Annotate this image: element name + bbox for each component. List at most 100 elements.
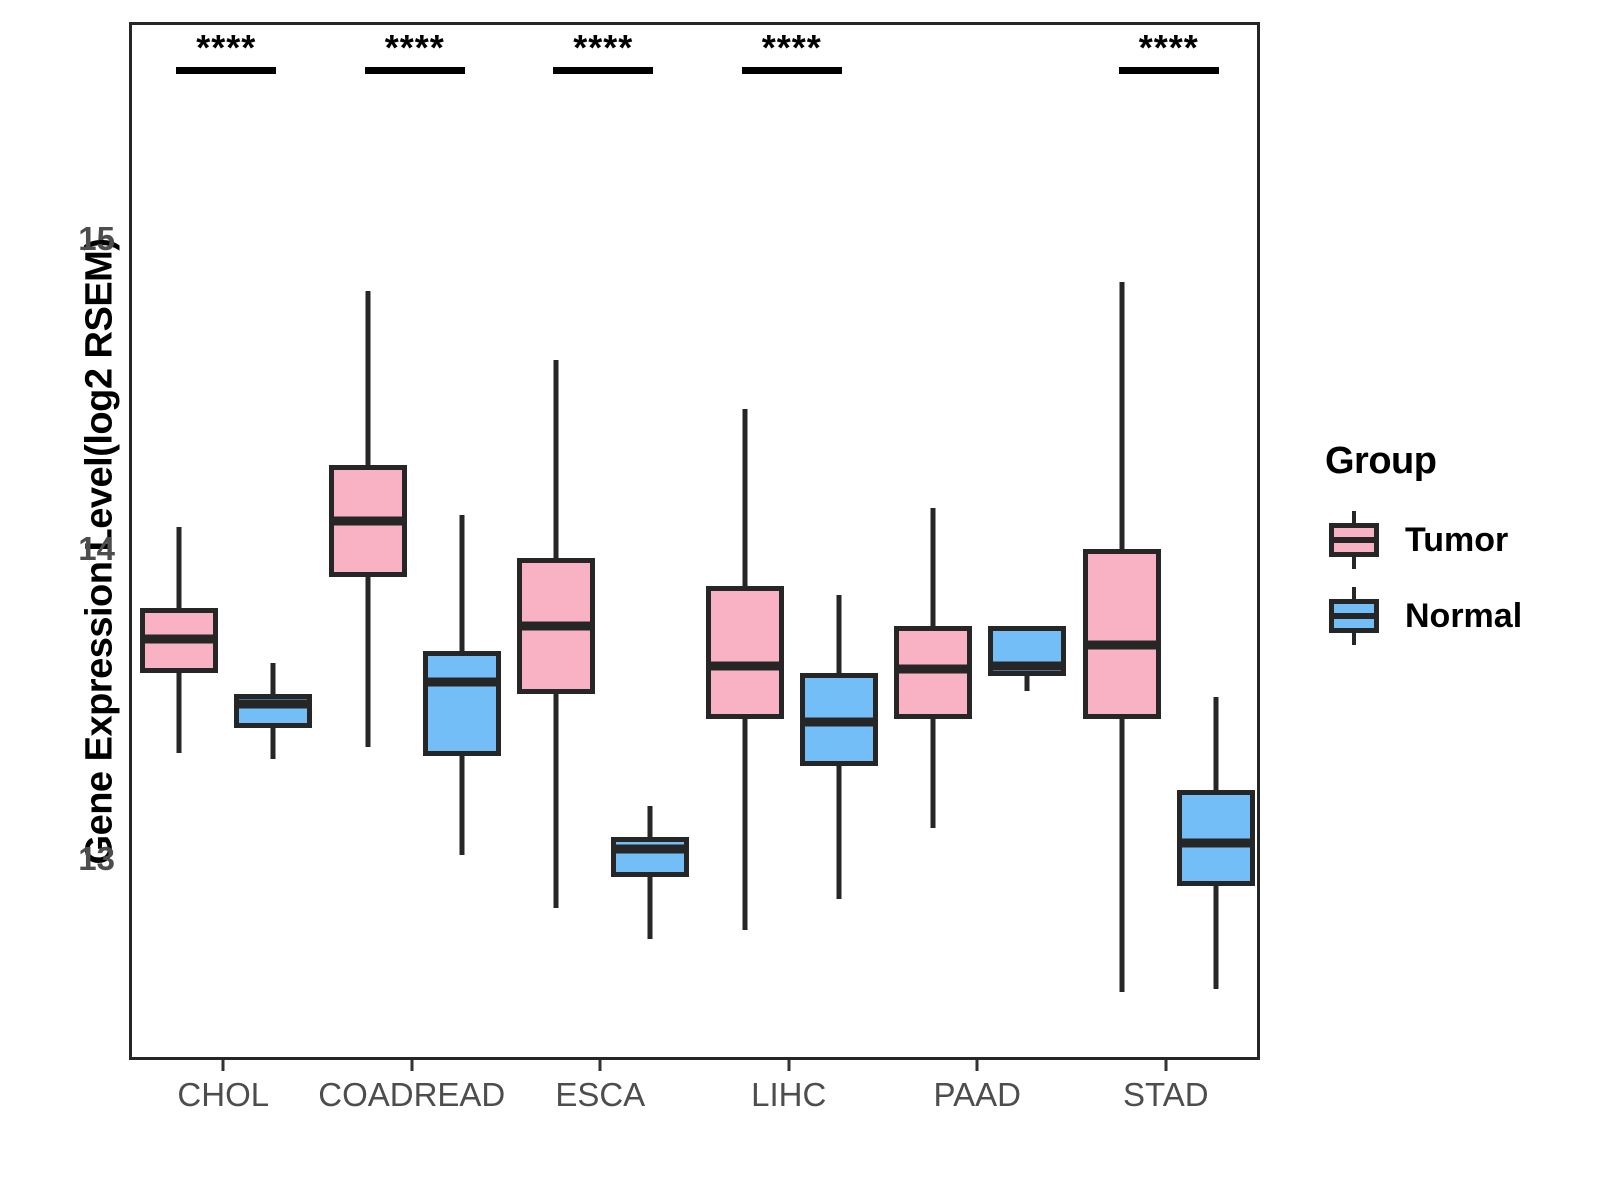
- legend-item-tumor[interactable]: Tumor: [1325, 509, 1585, 571]
- legend-whisker-upper: [1352, 587, 1356, 601]
- median-line: [1176, 838, 1255, 848]
- box-iqr: [1176, 790, 1255, 887]
- y-tick-label-15: 15: [78, 219, 115, 257]
- significance-bar: [364, 66, 465, 74]
- whisker-lower: [270, 728, 276, 760]
- significance-bar: [741, 66, 842, 74]
- whisker-upper: [836, 595, 842, 673]
- legend-key-icon: [1325, 511, 1383, 569]
- legend-label: Normal: [1405, 596, 1523, 635]
- legend-whisker-lower: [1352, 555, 1356, 569]
- whisker-lower: [836, 765, 842, 899]
- whisker-upper: [176, 526, 182, 608]
- legend-entries: Tumor Normal: [1325, 509, 1585, 647]
- x-tick-mark: [221, 1060, 225, 1071]
- significance-bracket-lihc: ****: [741, 26, 842, 74]
- x-tick-mark: [1164, 1060, 1168, 1071]
- whisker-lower: [1024, 675, 1030, 692]
- boxplot-lihc-tumor[interactable]: [132, 25, 1263, 1057]
- box-iqr: [1082, 548, 1161, 720]
- significance-bracket-coadread: ****: [364, 26, 465, 74]
- legend-key-icon: [1325, 587, 1383, 645]
- median-line: [705, 661, 784, 671]
- legend-whisker-lower: [1352, 631, 1356, 645]
- whisker-upper: [930, 508, 936, 627]
- median-line: [517, 621, 596, 631]
- x-tick-label-stad: STAD: [1122, 1076, 1209, 1113]
- legend-whisker-upper: [1352, 511, 1356, 525]
- box-iqr: [705, 585, 784, 720]
- x-tick-label-chol: CHOL: [177, 1076, 270, 1113]
- x-tick-label-paad: PAAD: [933, 1076, 1021, 1113]
- significance-stars: ****: [1138, 26, 1199, 68]
- x-tick-mark: [598, 1060, 602, 1071]
- whisker-upper: [1213, 697, 1219, 791]
- whisker-upper: [459, 514, 465, 651]
- x-tick-mark: [975, 1060, 979, 1071]
- significance-bar: [553, 66, 654, 74]
- whisker-upper: [553, 359, 559, 558]
- whisker-lower: [1119, 719, 1125, 992]
- whisker-lower: [365, 576, 371, 747]
- legend: Group Tumor Normal: [1325, 440, 1585, 661]
- whisker-upper: [742, 409, 748, 586]
- boxplot-chol-normal[interactable]: [132, 25, 1263, 1057]
- box-iqr: [611, 836, 690, 878]
- median-line: [422, 677, 501, 687]
- legend-label: Tumor: [1405, 520, 1509, 559]
- whisker-upper: [647, 805, 653, 837]
- legend-median-line: [1329, 613, 1379, 619]
- median-line: [988, 661, 1067, 671]
- median-line: [234, 699, 313, 709]
- x-tick-label-esca: ESCA: [555, 1076, 646, 1113]
- x-axis: CHOL COADREAD ESCA LIHC PAAD STAD: [129, 1060, 1260, 1140]
- significance-bracket-chol: ****: [176, 26, 277, 74]
- median-line: [799, 717, 878, 727]
- median-line: [894, 664, 973, 674]
- boxplot-coadread-normal[interactable]: [132, 25, 1263, 1057]
- boxplot-lihc-normal[interactable]: [132, 25, 1263, 1057]
- whisker-lower: [647, 877, 653, 940]
- median-line: [328, 516, 407, 526]
- boxplot-esca-normal[interactable]: [132, 25, 1263, 1057]
- significance-bracket-stad: ****: [1118, 26, 1219, 74]
- x-tick-label-lihc: LIHC: [751, 1076, 827, 1113]
- y-tick-label-14: 14: [78, 529, 115, 567]
- significance-bracket-esca: ****: [553, 26, 654, 74]
- x-tick-label-coadread: COADREAD: [318, 1076, 506, 1113]
- significance-stars: ****: [573, 26, 634, 68]
- whisker-lower: [1213, 886, 1219, 989]
- whisker-lower: [742, 719, 748, 930]
- significance-bar: [176, 66, 277, 74]
- whisker-lower: [930, 719, 936, 828]
- boxplot-paad-normal[interactable]: [132, 25, 1263, 1057]
- box-iqr: [422, 650, 501, 757]
- y-tick-label-13: 13: [78, 839, 115, 877]
- boxplot-stad-normal[interactable]: [132, 25, 1263, 1057]
- whisker-lower: [176, 672, 182, 754]
- significance-stars: ****: [384, 26, 445, 68]
- boxplot-chol-tumor[interactable]: [132, 25, 1263, 1057]
- significance-bar: [1118, 66, 1219, 74]
- boxplot-esca-tumor[interactable]: [132, 25, 1263, 1057]
- whisker-upper: [1119, 282, 1125, 549]
- significance-stars: ****: [196, 26, 257, 68]
- median-line: [611, 844, 690, 854]
- legend-title: Group: [1325, 440, 1437, 482]
- x-tick-mark: [410, 1060, 414, 1071]
- boxplot-paad-tumor[interactable]: [132, 25, 1263, 1057]
- boxplot-stad-tumor[interactable]: [132, 25, 1263, 1057]
- whisker-upper: [365, 291, 371, 465]
- median-line: [1082, 640, 1161, 650]
- plot-panel: **** **** **** **** ****: [129, 22, 1260, 1060]
- legend-median-line: [1329, 537, 1379, 543]
- whisker-lower: [553, 694, 559, 909]
- boxplot-coadread-tumor[interactable]: [132, 25, 1263, 1057]
- y-axis-ticks: 13 14 15: [55, 0, 185, 1200]
- x-tick-mark: [787, 1060, 791, 1071]
- significance-stars: ****: [761, 26, 822, 68]
- median-line: [140, 634, 219, 643]
- legend-item-normal[interactable]: Normal: [1325, 585, 1585, 647]
- whisker-upper: [270, 663, 276, 695]
